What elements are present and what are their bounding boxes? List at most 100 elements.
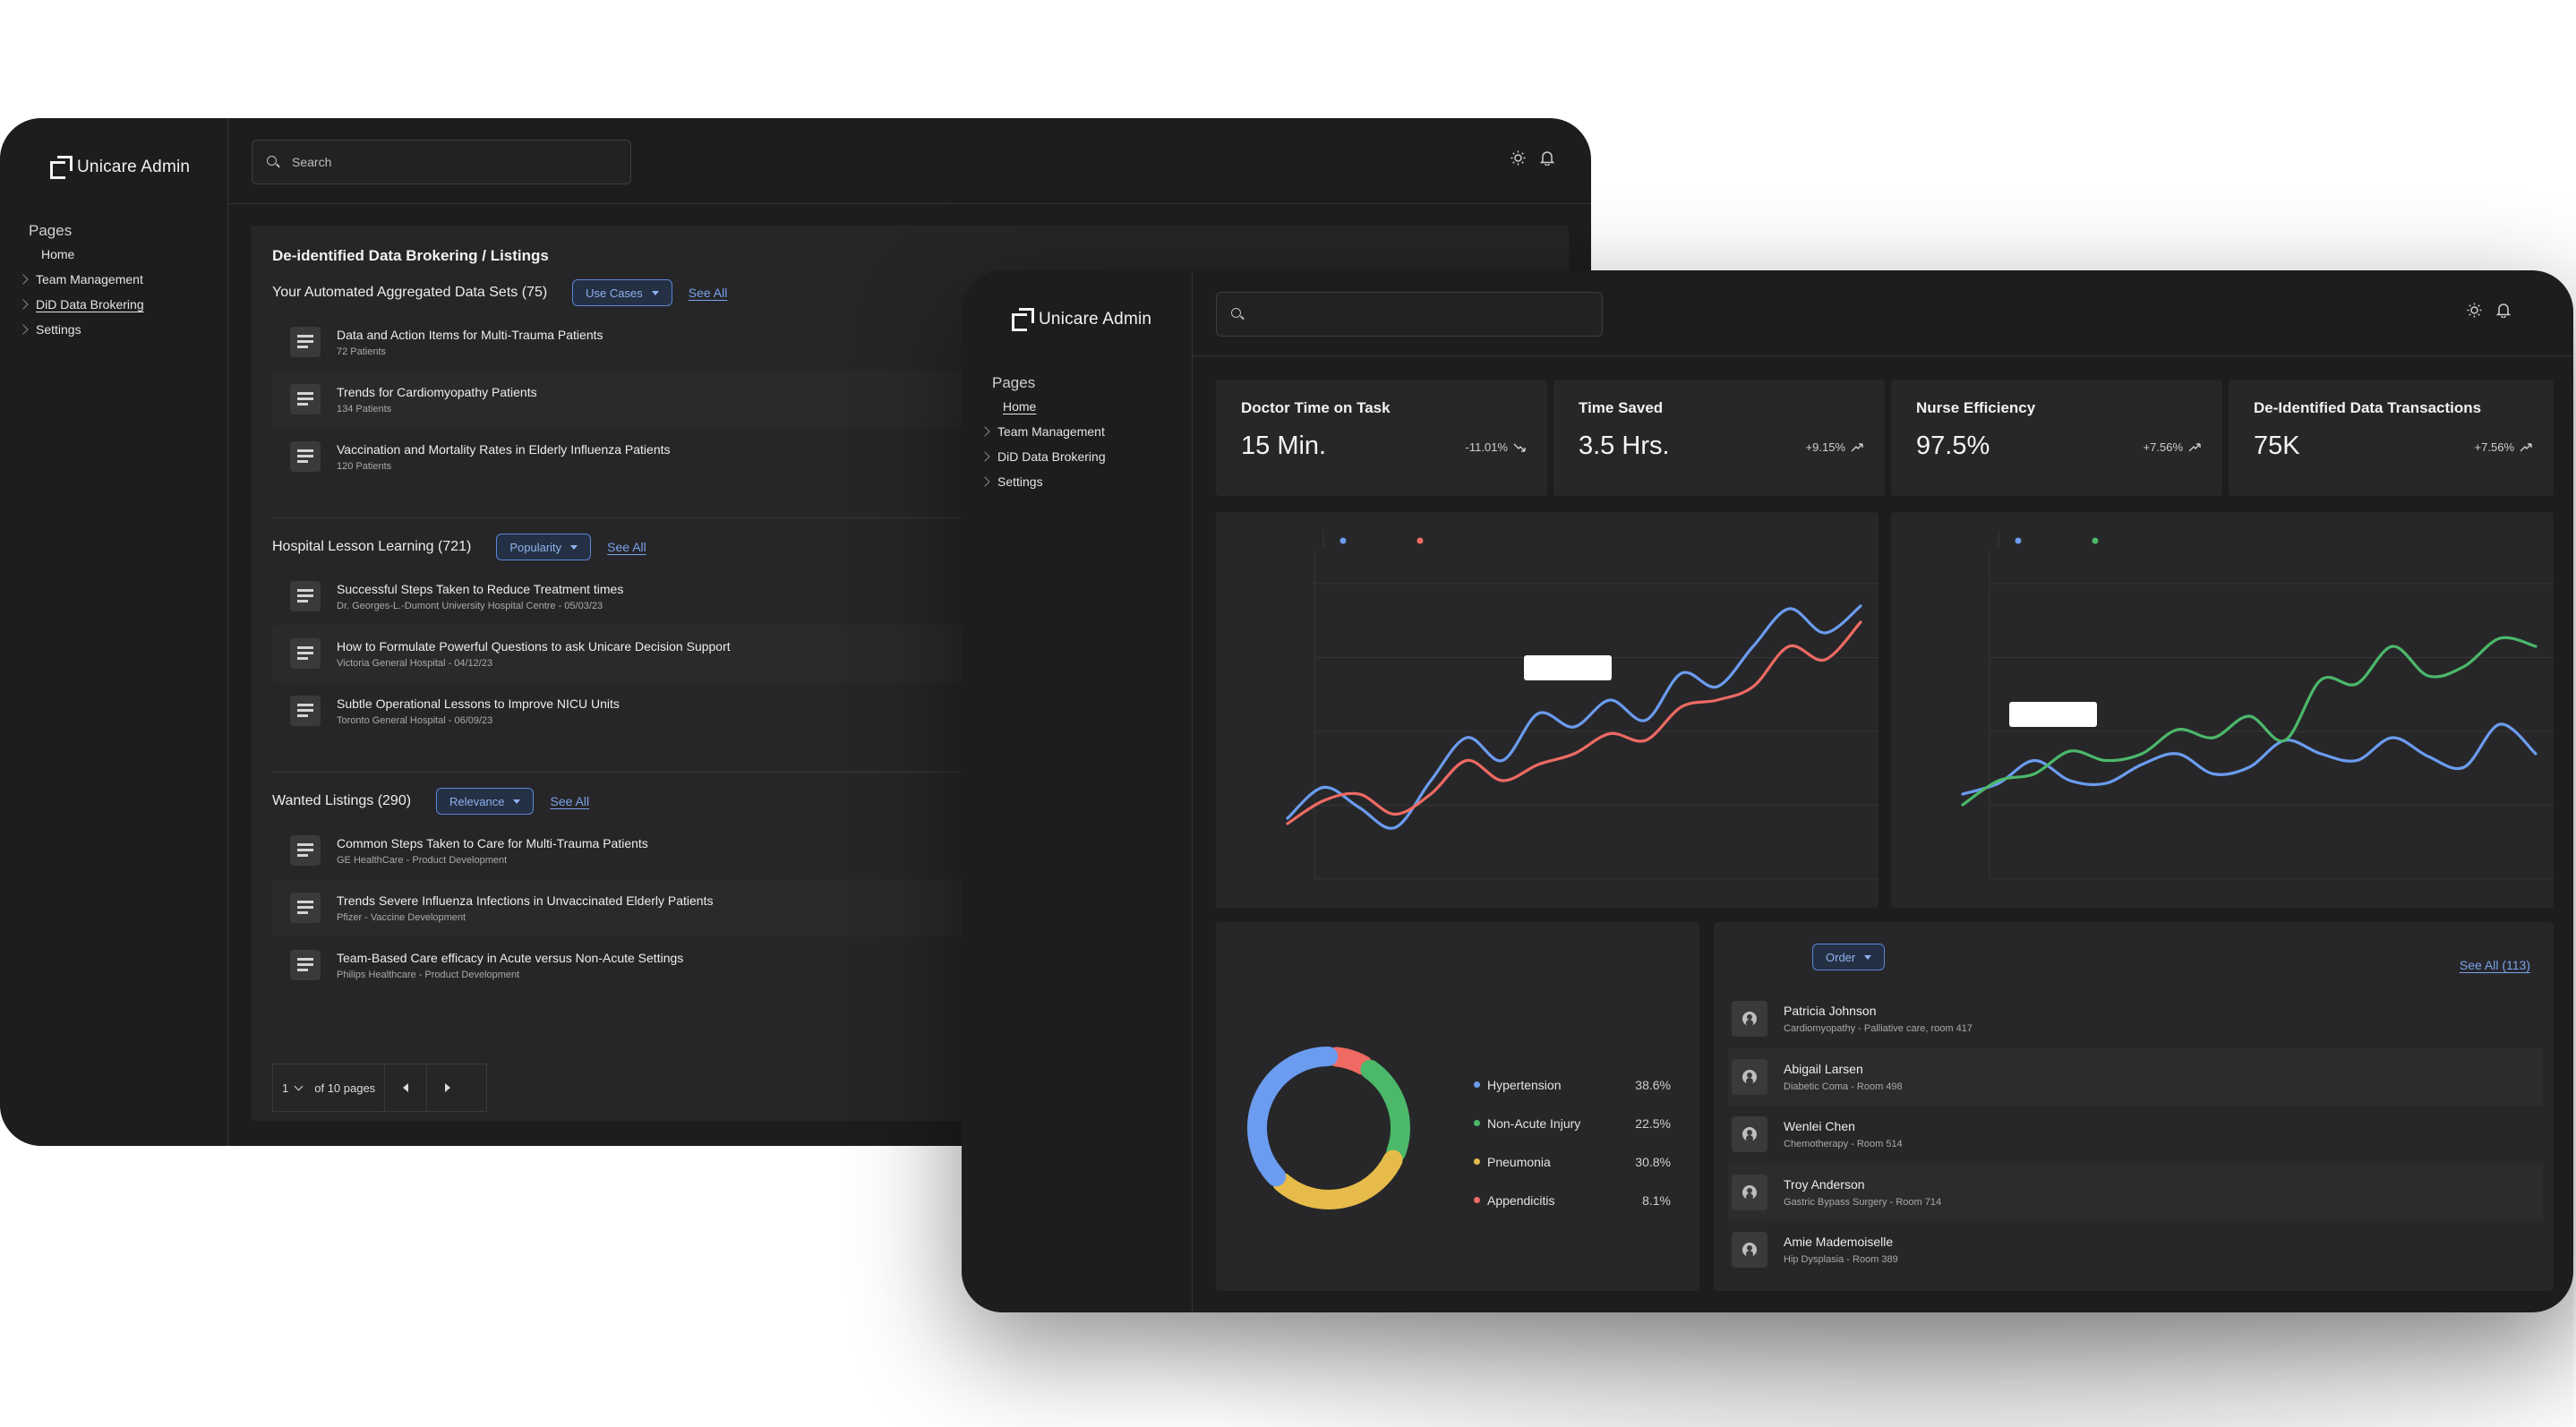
stat-card-nurse-efficiency[interactable]: Nurse Efficiency 97.5% +7.56% <box>1891 380 2222 496</box>
bell-icon[interactable] <box>2496 303 2511 318</box>
line-chart-1[interactable] <box>1216 512 1879 908</box>
popularity-dropdown[interactable]: Popularity <box>496 534 592 560</box>
item-title: Team-Based Care efficacy in Acute versus… <box>337 950 684 965</box>
sidebar-item-did-data-brokering[interactable]: DiD Data Brokering <box>980 449 1106 464</box>
trend-up-icon <box>2520 442 2532 451</box>
dropdown-label: Relevance <box>449 794 505 808</box>
relevance-dropdown[interactable]: Relevance <box>436 788 535 815</box>
patient-row[interactable]: Amie Mademoiselle Hip Dysplasia - Room 38… <box>1728 1221 2543 1279</box>
trend-up-icon <box>1851 442 1863 451</box>
chevron-right-icon <box>980 426 990 437</box>
item-subtitle: 72 Patients <box>337 346 387 357</box>
see-all-link[interactable]: See All <box>688 286 728 300</box>
sidebar-item-team-management[interactable]: Team Management <box>980 424 1105 439</box>
document-icon <box>290 581 321 611</box>
series-line[interactable] <box>1286 604 1862 830</box>
stat-label: Nurse Efficiency <box>1916 399 2036 416</box>
donut-slice[interactable] <box>1247 1047 1339 1187</box>
chevron-right-icon <box>18 324 29 335</box>
sidebar-item-settings[interactable]: Settings <box>980 474 1043 489</box>
patient-row[interactable]: Wenlei Chen Chemotherapy - Room 514 <box>1728 1106 2543 1164</box>
page-select[interactable]: 1 of 10 pages <box>273 1064 386 1111</box>
sidebar-item-home[interactable]: Home <box>987 399 1036 414</box>
arrow-right-icon <box>445 1083 451 1092</box>
search-input[interactable] <box>292 155 561 169</box>
logo-icon <box>1010 308 1034 331</box>
donut-chart[interactable] <box>1239 1038 1418 1218</box>
use-cases-dropdown[interactable]: Use Cases <box>572 279 672 306</box>
list-item[interactable]: Vaccination and Mortality Rates in Elder… <box>272 428 1544 485</box>
sidebar-item-did-data-brokering[interactable]: DiD Data Brokering <box>18 297 144 312</box>
patient-detail: Gastric Bypass Surgery - Room 714 <box>1784 1196 1942 1208</box>
search-icon <box>267 156 279 168</box>
chevron-right-icon <box>980 476 990 487</box>
stat-value: 15 Min. <box>1241 432 1327 460</box>
bell-icon[interactable] <box>1540 150 1554 166</box>
item-subtitle: Pfizer - Vaccine Development <box>337 911 466 923</box>
document-icon <box>290 950 321 980</box>
brand[interactable]: Unicare Admin <box>1010 308 1151 331</box>
topbar-icons <box>2467 303 2511 318</box>
see-all-link[interactable]: See All (113) <box>2459 958 2530 972</box>
list-item[interactable]: Common Steps Taken to Care for Multi-Tra… <box>272 822 1544 879</box>
line-chart-card-1 <box>1216 512 1879 908</box>
series-line[interactable] <box>1961 722 2537 796</box>
donut-slice[interactable] <box>1326 1047 1374 1075</box>
donut-slice[interactable] <box>1360 1059 1410 1162</box>
stat-label: De-Identified Data Transactions <box>2254 399 2482 416</box>
sidebar-item-label: Settings <box>997 474 1043 489</box>
item-title: Subtle Operational Lessons to Improve NI… <box>337 696 620 711</box>
search-box[interactable] <box>1216 292 1603 337</box>
legend-item: Appendicitis 8.1% <box>1474 1181 1671 1219</box>
list-item[interactable]: Team-Based Care efficacy in Acute versus… <box>272 936 1544 994</box>
brand[interactable]: Unicare Admin <box>48 156 190 179</box>
donut-legend: Hypertension 38.6% Non-Acute Injury 22.5% Pn… <box>1474 1065 1671 1219</box>
chevron-right-icon <box>18 299 29 310</box>
patient-row[interactable]: Patricia Johnson Cardiomyopathy - Palliat… <box>1728 990 2543 1048</box>
document-icon <box>290 638 321 669</box>
sidebar-item-team-management[interactable]: Team Management <box>18 272 143 286</box>
stat-card-doctor-time[interactable]: Doctor Time on Task 15 Min. -11.01% <box>1216 380 1547 496</box>
document-icon <box>290 327 321 357</box>
section-title: Hospital Lesson Learning (721) <box>272 539 472 554</box>
page-number: 1 <box>282 1081 289 1095</box>
order-dropdown[interactable]: Order <box>1812 944 1886 970</box>
see-all-link[interactable]: See All <box>607 540 646 554</box>
list-item[interactable]: Data and Action Items for Multi-Trauma P… <box>272 313 1544 371</box>
stat-card-time-saved[interactable]: Time Saved 3.5 Hrs. +9.15% <box>1553 380 1885 496</box>
sidebar-item-label: DiD Data Brokering <box>36 297 144 312</box>
series-line[interactable] <box>1961 636 2537 807</box>
search-input[interactable] <box>1256 307 1525 321</box>
search-box[interactable] <box>252 140 631 184</box>
sidebar-item-settings[interactable]: Settings <box>18 322 81 337</box>
item-title: Vaccination and Mortality Rates in Elder… <box>337 441 671 457</box>
legend-value: 22.5% <box>1635 1115 1671 1131</box>
sidebar-item-label: DiD Data Brokering <box>997 449 1106 464</box>
list-item[interactable]: Subtle Operational Lessons to Improve NI… <box>272 682 1544 739</box>
patient-row[interactable]: Abigail Larsen Diabetic Coma - Room 498 <box>1728 1047 2543 1106</box>
line-chart-2[interactable] <box>1891 512 2554 908</box>
topbar-icons <box>1511 150 1554 166</box>
sun-icon[interactable] <box>2467 303 2482 318</box>
stat-card-data-transactions[interactable]: De-Identified Data Transactions 75K +7.5… <box>2229 380 2554 496</box>
item-title: Successful Steps Taken to Reduce Treatme… <box>337 581 624 596</box>
stat-value: 3.5 Hrs. <box>1579 432 1670 460</box>
list-item[interactable]: Successful Steps Taken to Reduce Treatme… <box>272 568 1544 625</box>
grid <box>1314 530 1879 880</box>
see-all-link[interactable]: See All <box>550 794 590 808</box>
stat-delta: +7.56% <box>2475 440 2532 454</box>
arrow-left-icon <box>403 1083 409 1092</box>
sidebar-item-home[interactable]: Home <box>25 247 74 261</box>
donut-slice[interactable] <box>1272 1149 1403 1209</box>
topbar <box>228 118 1591 204</box>
document-icon <box>290 384 321 414</box>
legend-dot <box>1339 537 1347 544</box>
patient-row[interactable]: Troy Anderson Gastric Bypass Surgery - Ro… <box>1728 1163 2543 1221</box>
item-title: Trends for Cardiomyopathy Patients <box>337 384 537 399</box>
sun-icon[interactable] <box>1511 150 1526 166</box>
next-page-button[interactable] <box>427 1064 468 1111</box>
grid <box>1989 530 2554 880</box>
caret-down-icon <box>570 544 578 550</box>
series-line[interactable] <box>1286 620 1862 825</box>
prev-page-button[interactable] <box>385 1064 428 1111</box>
